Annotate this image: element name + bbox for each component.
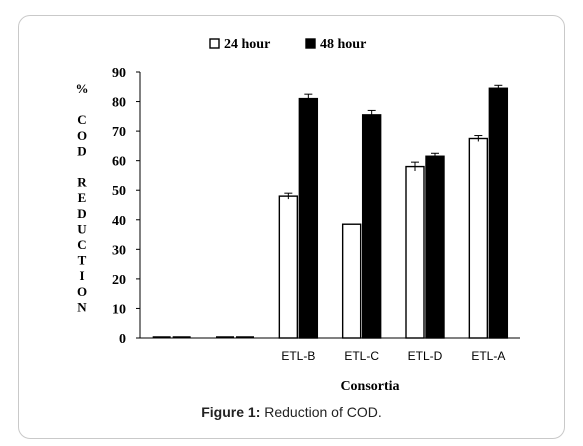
bar-48h bbox=[298, 97, 319, 339]
y-axis-label-char: E bbox=[78, 190, 87, 205]
x-tick-label: ETL-D bbox=[408, 349, 443, 363]
y-tick-label: 0 bbox=[119, 332, 126, 347]
y-axis-label-char: C bbox=[77, 237, 86, 252]
y-tick-label: 60 bbox=[112, 155, 126, 170]
y-axis-label-char: D bbox=[77, 143, 86, 158]
bar-48h bbox=[425, 155, 445, 339]
chart-legend: 24 hour 48 hour bbox=[209, 37, 366, 52]
bar-24h bbox=[405, 165, 425, 339]
y-tick-label: 70 bbox=[112, 125, 126, 140]
y-tick-label: 90 bbox=[112, 66, 126, 81]
y-axis-label-char: U bbox=[77, 221, 87, 236]
caption-text: Reduction of COD. bbox=[260, 404, 382, 420]
chart-bars bbox=[152, 84, 509, 339]
x-axis-title: Consortia bbox=[340, 379, 399, 394]
bar-48h bbox=[361, 114, 382, 339]
legend-label: 24 hour bbox=[224, 37, 270, 52]
y-axis-label-char: R bbox=[77, 175, 87, 190]
bar-24h bbox=[341, 223, 362, 339]
y-axis-label-char: O bbox=[77, 284, 87, 299]
y-axis-label-char: C bbox=[77, 112, 86, 127]
bar-48h bbox=[488, 87, 509, 339]
legend-swatch bbox=[209, 38, 220, 49]
y-axis-label-char: O bbox=[77, 128, 87, 143]
y-axis-label-char: T bbox=[78, 253, 87, 268]
y-tick-label: 20 bbox=[112, 273, 126, 288]
y-axis-label-char: D bbox=[77, 206, 86, 221]
legend-swatch bbox=[305, 38, 316, 49]
bar-24h bbox=[278, 195, 299, 339]
figure-caption: Figure 1: Reduction of COD. bbox=[0, 404, 583, 420]
y-tick-label: 50 bbox=[112, 184, 126, 199]
y-tick-label: 10 bbox=[112, 302, 126, 317]
y-tick-label: 80 bbox=[112, 96, 126, 111]
y-axis-label-char: I bbox=[79, 268, 84, 283]
caption-label: Figure 1: bbox=[201, 404, 261, 420]
x-tick-label: ETL-C bbox=[344, 349, 379, 363]
chart-axes bbox=[136, 71, 520, 339]
legend-label: 48 hour bbox=[320, 37, 366, 52]
x-tick-label: ETL-B bbox=[281, 349, 315, 363]
y-axis-label-char: N bbox=[77, 299, 87, 314]
y-tick-label: 40 bbox=[112, 214, 126, 229]
bar-24h bbox=[468, 137, 489, 339]
x-tick-label: ETL-A bbox=[471, 349, 505, 363]
y-axis-label-char: % bbox=[76, 81, 89, 96]
y-tick-label: 30 bbox=[112, 243, 126, 258]
